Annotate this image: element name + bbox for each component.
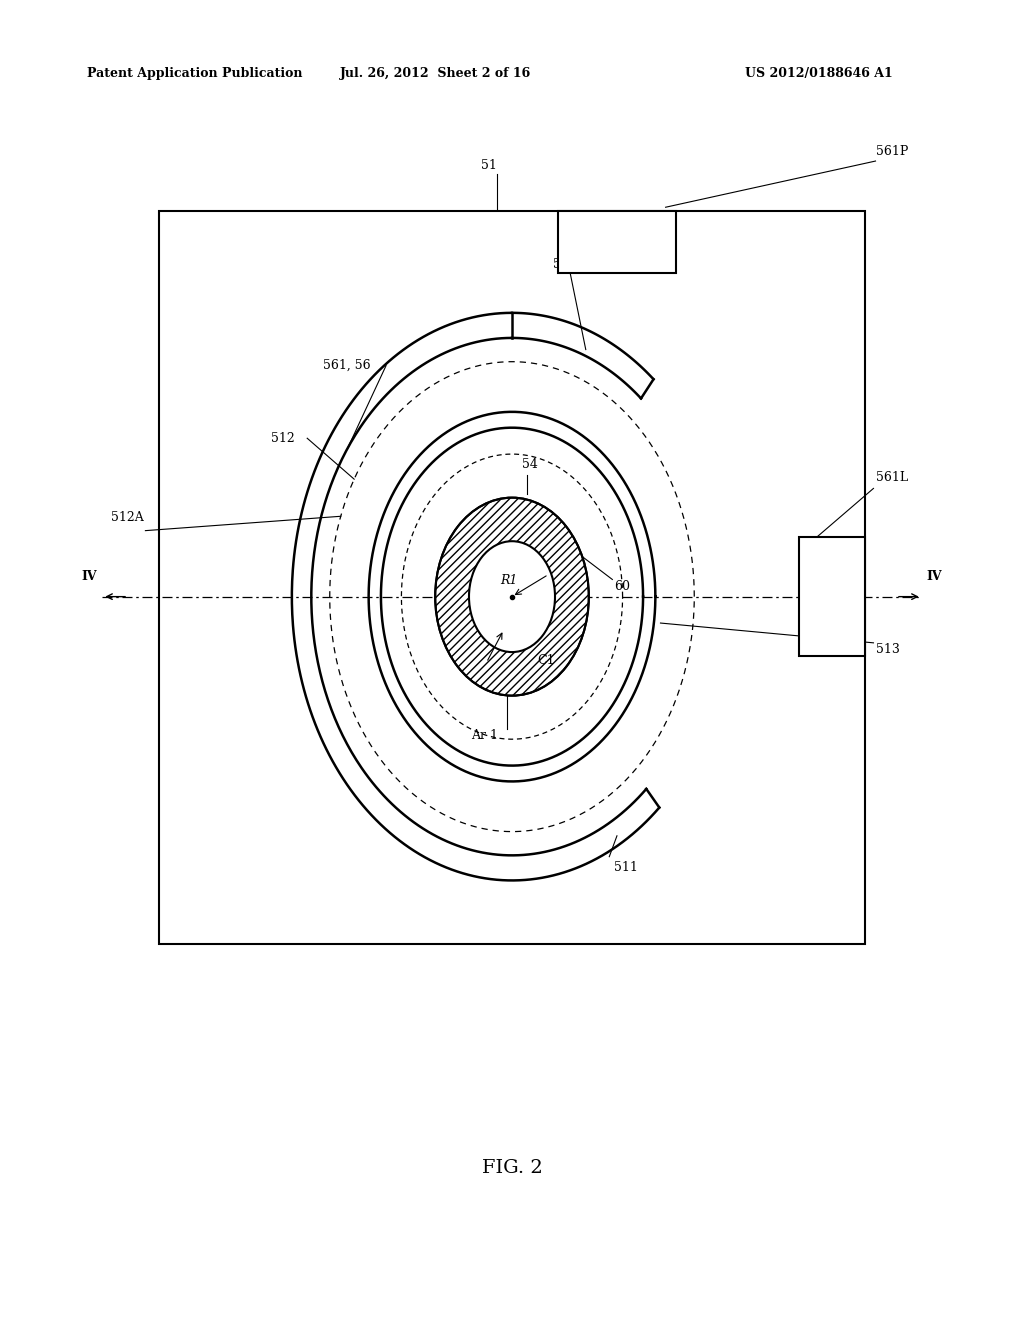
Text: US 2012/0188646 A1: US 2012/0188646 A1 (745, 67, 893, 81)
Text: C1: C1 (538, 653, 555, 667)
Text: 561L: 561L (876, 471, 907, 484)
Text: 512: 512 (271, 432, 295, 445)
Text: 54: 54 (522, 458, 539, 471)
Text: 513: 513 (876, 643, 899, 656)
Text: 561P: 561P (876, 145, 908, 158)
Circle shape (435, 498, 589, 696)
Bar (558, 211, 676, 273)
Text: Ar 1: Ar 1 (471, 729, 498, 742)
Text: Jul. 26, 2012  Sheet 2 of 16: Jul. 26, 2012 Sheet 2 of 16 (340, 67, 530, 81)
Text: 512A: 512A (111, 511, 143, 524)
Circle shape (469, 541, 555, 652)
Text: 60: 60 (614, 579, 631, 593)
Text: 51: 51 (481, 158, 498, 172)
Text: 511A: 511A (553, 257, 586, 271)
Bar (799, 537, 865, 656)
Text: IV: IV (927, 570, 942, 583)
Text: 511: 511 (614, 861, 638, 874)
Text: IV: IV (82, 570, 97, 583)
Bar (159, 211, 865, 944)
Text: FIG. 2: FIG. 2 (481, 1159, 543, 1177)
Text: R1: R1 (500, 574, 517, 587)
Text: Patent Application Publication: Patent Application Publication (87, 67, 302, 81)
Text: 561, 56: 561, 56 (323, 359, 371, 372)
